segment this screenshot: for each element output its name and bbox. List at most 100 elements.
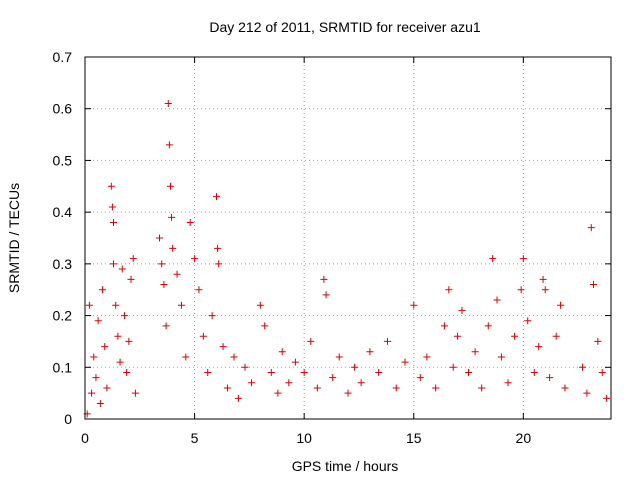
data-point xyxy=(182,353,190,361)
data-point xyxy=(109,260,117,268)
data-point xyxy=(541,286,549,294)
data-point xyxy=(511,332,519,340)
y-tick-label: 0.2 xyxy=(53,308,73,324)
y-tick-label: 0.5 xyxy=(53,152,73,168)
data-point xyxy=(313,384,321,392)
x-tick-label: 10 xyxy=(296,430,312,446)
data-point xyxy=(129,255,137,263)
data-point xyxy=(478,384,486,392)
data-point xyxy=(169,244,177,252)
data-point xyxy=(594,337,602,345)
data-point xyxy=(375,368,383,376)
data-point xyxy=(300,368,308,376)
data-point xyxy=(579,363,587,371)
data-point xyxy=(445,286,453,294)
data-point xyxy=(454,332,462,340)
data-point xyxy=(471,348,479,356)
data-point xyxy=(164,100,172,108)
data-point xyxy=(598,368,606,376)
y-tick-label: 0.3 xyxy=(53,256,73,272)
data-point xyxy=(177,301,185,309)
data-point xyxy=(195,286,203,294)
data-point xyxy=(131,389,139,397)
data-point xyxy=(320,275,328,283)
data-point xyxy=(162,322,170,330)
x-tick-labels: 0 5 10 15 20 xyxy=(81,430,531,446)
chart-title: Day 212 of 2011, SRMTID for receiver azu… xyxy=(209,19,481,35)
y-tick-label: 0.4 xyxy=(53,204,73,220)
data-point xyxy=(440,322,448,330)
data-point xyxy=(107,182,115,190)
data-point xyxy=(587,224,595,232)
data-point xyxy=(589,281,597,289)
data-point xyxy=(530,368,538,376)
data-point xyxy=(248,379,256,387)
data-point xyxy=(546,374,554,382)
axis-ticks xyxy=(84,56,611,420)
y-axis-label: SRMTID / TECUs xyxy=(6,183,22,293)
data-point xyxy=(114,332,122,340)
grid xyxy=(85,56,611,419)
x-tick-label: 20 xyxy=(516,430,532,446)
data-point xyxy=(123,368,131,376)
data-point xyxy=(383,337,391,345)
data-point xyxy=(416,374,424,382)
data-point xyxy=(335,353,343,361)
data-point xyxy=(168,213,176,221)
data-point xyxy=(92,374,100,382)
data-point xyxy=(366,348,374,356)
data-point xyxy=(99,286,107,294)
y-tick-label: 0.6 xyxy=(53,101,73,117)
data-point xyxy=(344,389,352,397)
data-point xyxy=(307,337,315,345)
x-tick-label: 15 xyxy=(406,430,422,446)
data-point xyxy=(351,363,359,371)
data-point xyxy=(329,374,337,382)
data-point xyxy=(517,286,525,294)
data-point xyxy=(116,358,124,366)
data-point xyxy=(583,389,591,397)
data-point xyxy=(94,317,102,325)
data-point xyxy=(504,379,512,387)
data-point xyxy=(539,275,547,283)
data-point xyxy=(535,343,543,351)
data-point xyxy=(449,363,457,371)
data-point xyxy=(278,348,286,356)
data-points xyxy=(83,100,611,418)
data-point xyxy=(120,312,128,320)
data-point xyxy=(561,384,569,392)
data-point xyxy=(291,358,299,366)
data-point xyxy=(524,317,532,325)
y-tick-label: 0.1 xyxy=(53,359,73,375)
data-point xyxy=(109,218,117,226)
data-point xyxy=(230,353,238,361)
data-point xyxy=(173,270,181,278)
data-point xyxy=(208,312,216,320)
data-point xyxy=(497,353,505,361)
data-point xyxy=(90,353,98,361)
data-point xyxy=(160,281,168,289)
data-point xyxy=(103,384,111,392)
data-point xyxy=(127,275,135,283)
data-point xyxy=(489,255,497,263)
data-point xyxy=(261,322,269,330)
y-tick-label: 0 xyxy=(64,411,72,427)
data-point xyxy=(234,394,242,402)
data-point xyxy=(215,260,223,268)
data-point xyxy=(156,234,164,242)
data-point xyxy=(256,301,264,309)
data-point xyxy=(357,379,365,387)
data-point xyxy=(322,291,330,299)
data-point xyxy=(267,368,275,376)
data-point xyxy=(199,332,207,340)
data-point xyxy=(125,337,133,345)
data-point xyxy=(186,218,194,226)
data-point xyxy=(223,384,231,392)
data-point xyxy=(213,193,220,201)
y-tick-labels: 0 0.1 0.2 0.3 0.4 0.5 0.6 0.7 xyxy=(53,49,73,427)
data-point xyxy=(191,255,199,263)
data-point xyxy=(241,363,249,371)
x-axis-label: GPS time / hours xyxy=(292,458,399,474)
data-point xyxy=(101,343,109,351)
